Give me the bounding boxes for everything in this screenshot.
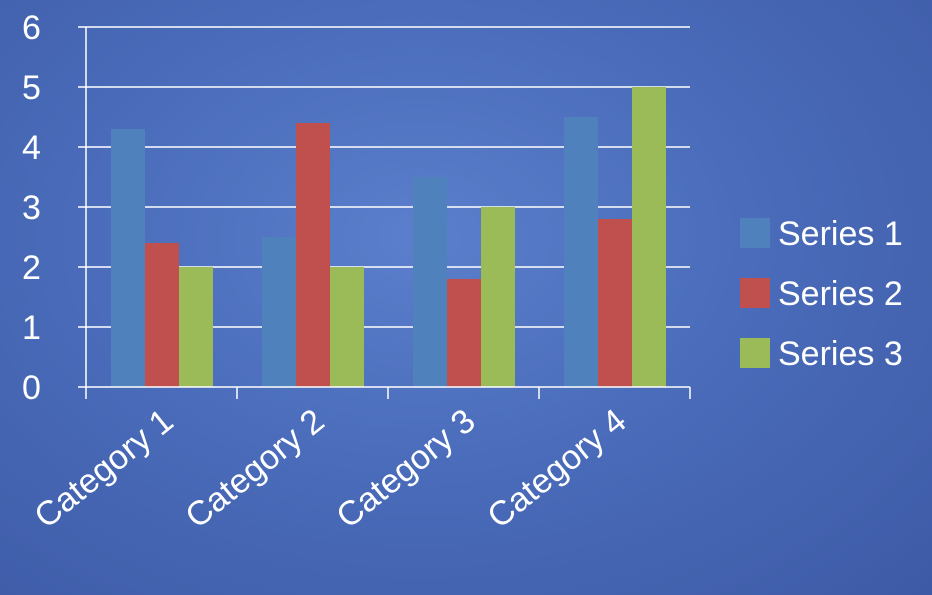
bar-3-3 <box>481 207 515 387</box>
legend-swatch-2 <box>740 278 770 308</box>
y-tick-label-0: 0 <box>22 369 41 407</box>
legend-label-3: Series 3 <box>778 335 903 373</box>
y-tick-label-6: 6 <box>22 9 41 47</box>
bar-1-2 <box>262 237 296 387</box>
x-tick-label-2: Category 2 <box>178 402 331 536</box>
y-tick-label-5: 5 <box>22 69 41 107</box>
x-tick-label-4: Category 4 <box>480 402 633 536</box>
legend: Series 1 Series 2 Series 3 <box>740 215 903 373</box>
x-tick-label-1: Category 1 <box>27 402 180 536</box>
bar-3-4 <box>632 87 666 387</box>
bars <box>111 87 666 387</box>
bar-3-1 <box>179 267 213 387</box>
y-tick-labels: 0 1 2 3 4 5 6 <box>22 9 41 407</box>
legend-label-1: Series 1 <box>778 215 903 253</box>
axes <box>78 26 691 399</box>
bar-2-1 <box>145 243 179 387</box>
bar-1-3 <box>413 177 447 387</box>
bar-2-2 <box>296 123 330 387</box>
y-tick-label-2: 2 <box>22 249 41 287</box>
y-tick-label-4: 4 <box>22 129 41 167</box>
bar-1-4 <box>564 117 598 387</box>
legend-label-2: Series 2 <box>778 275 903 313</box>
bar-2-4 <box>598 219 632 387</box>
y-tick-label-3: 3 <box>22 189 41 227</box>
bar-2-3 <box>447 279 481 387</box>
legend-swatch-3 <box>740 338 770 368</box>
legend-swatch-1 <box>740 218 770 248</box>
x-tick-label-3: Category 3 <box>329 402 482 536</box>
bar-3-2 <box>330 267 364 387</box>
bar-1-1 <box>111 129 145 387</box>
y-tick-label-1: 1 <box>22 309 41 347</box>
